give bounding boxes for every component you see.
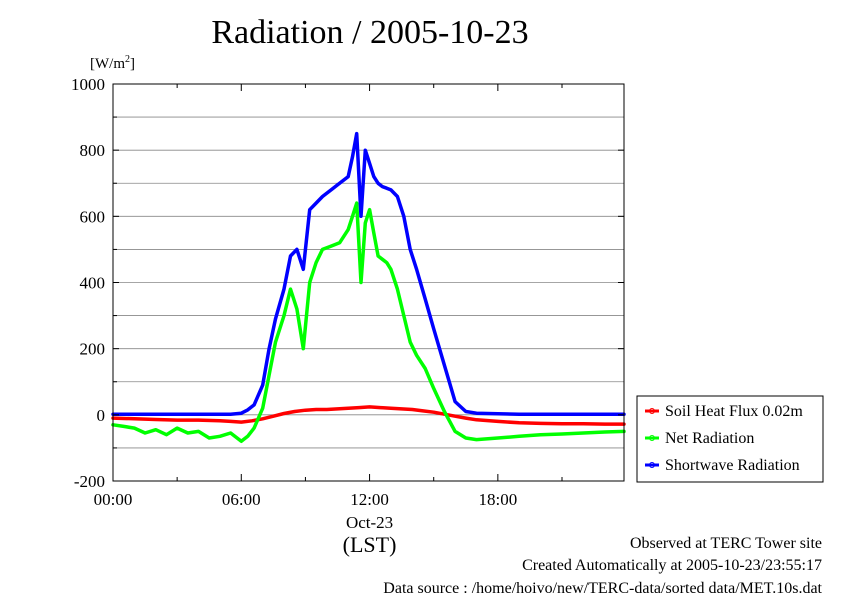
- legend-marker: [649, 435, 655, 441]
- axis-ticks: -200 0 200 400 600 800 1000 00:00 06:00 12:00 18:0…: [71, 75, 624, 557]
- x-tick-label: 00:00: [94, 490, 133, 509]
- series-line-2: [111, 201, 626, 444]
- legend-label: Net Radiation: [665, 430, 754, 447]
- x-unit-label: (LST): [343, 532, 397, 557]
- x-tick-label: 12:00: [350, 490, 389, 509]
- y-tick-label: 400: [80, 274, 106, 293]
- legend-marker: [649, 408, 655, 414]
- y-tick-label: 800: [80, 141, 106, 160]
- footer-data-source: Data source : /home/hoivo/new/TERC-data/…: [383, 580, 822, 597]
- series-line-3: [111, 131, 626, 416]
- x-date-label: Oct-23: [346, 513, 393, 532]
- series-line-1: [111, 405, 626, 426]
- legend-box: [636, 395, 824, 483]
- legend-marker: [649, 462, 655, 468]
- unit-base: [W/m: [90, 56, 125, 72]
- chart-title: Radiation / 2005-10-23: [211, 14, 529, 51]
- x-tick-label: 06:00: [222, 490, 261, 509]
- unit-superscript: 2: [125, 54, 130, 65]
- legend: Soil Heat Flux 0.02m Net Radiation Shortwa…: [636, 395, 824, 483]
- y-tick-label: 1000: [71, 75, 105, 94]
- y-tick-label: -200: [74, 472, 105, 491]
- legend-label: Shortwave Radiation: [665, 457, 800, 474]
- footer-observed: Observed at TERC Tower site: [629, 535, 822, 552]
- series-lines: [111, 131, 626, 444]
- legend-label: Soil Heat Flux 0.02m: [665, 403, 803, 420]
- footer-created: Created Automatically at 2005-10-23/23:5…: [522, 557, 822, 574]
- unit-close: ]: [130, 56, 135, 72]
- y-axis-unit-label: [W/m2]: [90, 54, 135, 73]
- x-tick-label: 18:00: [478, 490, 517, 509]
- y-tick-label: 0: [97, 406, 106, 425]
- y-tick-label: 200: [80, 340, 106, 359]
- grid-lines: [113, 116, 624, 449]
- y-tick-label: 600: [80, 207, 106, 226]
